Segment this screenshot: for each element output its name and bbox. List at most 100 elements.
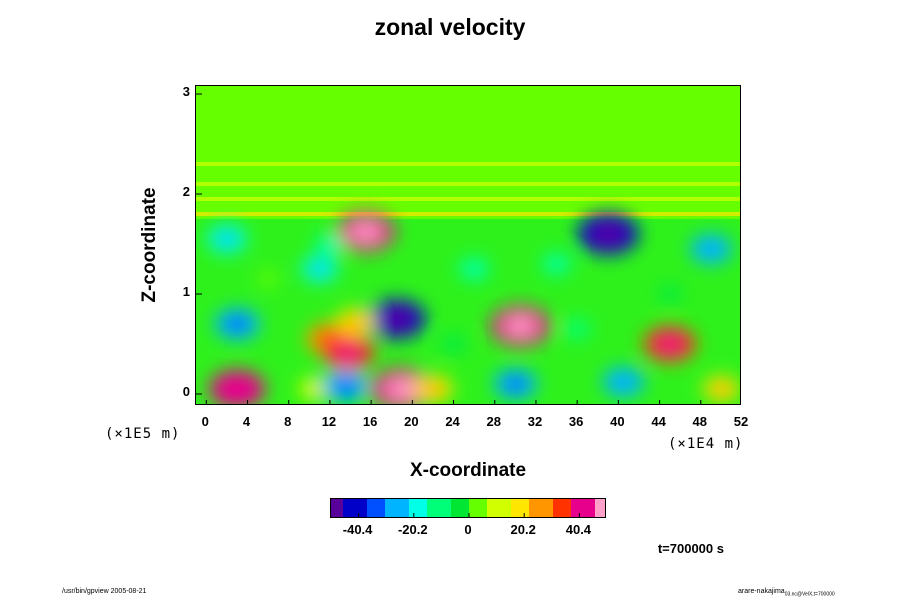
x-tick-label: 48 — [692, 414, 708, 429]
colorbar-segment-16 — [427, 499, 434, 517]
y-tick-label: 0 — [182, 384, 190, 399]
colorbar-segment-28 — [499, 499, 506, 517]
colorbar-segment-25 — [481, 499, 488, 517]
heatmap-core-13 — [311, 263, 329, 275]
x-tick-label: 28 — [486, 414, 501, 429]
colorbar-segment-9 — [385, 499, 392, 517]
colorbar-segment-6 — [367, 499, 374, 517]
heatmap-core-12 — [217, 232, 237, 246]
x-tick-label: 20 — [404, 414, 419, 429]
colorbar-segment-45 — [601, 499, 605, 517]
x-tick-label: 40 — [610, 414, 625, 429]
x-tick-label: 4 — [242, 414, 251, 429]
heatmap-core-1 — [223, 380, 252, 398]
colorbar-segment-8 — [379, 499, 386, 517]
footer-right-sub: 03.nc@VelX,t=700000 — [784, 591, 835, 598]
heatmap-core-16 — [613, 375, 634, 389]
x-tick-label: 24 — [445, 414, 460, 429]
heatmap-band-3 — [196, 162, 740, 166]
colorbar-segment-15 — [421, 499, 428, 517]
colorbar-segment-22 — [463, 499, 470, 517]
colorbar-segment-30 — [511, 499, 518, 517]
colorbar-segment-35 — [541, 499, 548, 517]
colorbar-segment-39 — [565, 499, 572, 517]
x-tick-label: 52 — [733, 414, 749, 429]
heatmap-lower-layer — [196, 219, 740, 404]
heatmap-core-5 — [423, 382, 443, 396]
footer-right-main: arare-nakajima — [738, 588, 785, 595]
colorbar-scale — [331, 499, 605, 517]
colorbar-segment-3 — [349, 499, 356, 517]
heatmap-core-26 — [264, 276, 273, 282]
footer-left: /usr/bin/gpview 2005-08-21 — [62, 588, 147, 595]
colorbar-segment-32 — [523, 499, 530, 517]
heatmap-core-10 — [351, 222, 381, 242]
heatmap-core-14 — [505, 316, 536, 336]
colorbar-segment-18 — [439, 499, 446, 517]
y-tick-label: 3 — [182, 84, 190, 99]
chart-title: zonal velocity — [374, 14, 526, 40]
heatmap-core-23 — [571, 324, 584, 334]
heatmap-core-3 — [333, 378, 357, 394]
x-tick-label: 8 — [284, 414, 292, 429]
colorbar-segment-34 — [535, 499, 542, 517]
colorbar-segment-44 — [595, 499, 602, 517]
colorbar-segment-4 — [355, 499, 362, 517]
heatmap-core-24 — [448, 340, 460, 348]
y-axis-label: Z-coordinate — [139, 187, 160, 303]
colorbar-segment-7 — [373, 499, 380, 517]
heatmap-band-2 — [196, 182, 740, 186]
heatmap-core-15 — [504, 377, 526, 391]
colorbar-segment-23 — [469, 499, 476, 517]
heatmap-core-4 — [386, 379, 418, 399]
heatmap-core-25 — [664, 290, 675, 298]
colorbar-segment-2 — [343, 499, 350, 517]
colorbar-segment-1 — [337, 499, 344, 517]
x-scale-note: (×1E4 m) — [668, 436, 744, 452]
x-axis-label: X-coordinate — [409, 460, 527, 481]
heatmap-band-0 — [196, 212, 740, 216]
colorbar-segment-42 — [583, 499, 590, 517]
heatmap-core-0 — [226, 316, 249, 332]
colorbar-segment-31 — [517, 499, 524, 517]
colorbar-segment-14 — [415, 499, 422, 517]
colorbar-segment-19 — [445, 499, 452, 517]
y-tick-label: 2 — [182, 184, 190, 199]
x-tick-label: 12 — [321, 414, 337, 429]
colorbar-segment-13 — [409, 499, 416, 517]
colorbar — [330, 498, 606, 518]
heatmap-core-11 — [322, 239, 337, 249]
colorbar-segment-24 — [475, 499, 482, 517]
heatmap-band-1 — [196, 197, 740, 201]
heatmap-core-8 — [335, 343, 362, 361]
colorbar-segment-17 — [433, 499, 440, 517]
colorbar-tick-label: 0 — [464, 522, 472, 537]
colorbar-segment-40 — [571, 499, 578, 517]
heatmap-core-21 — [466, 263, 482, 275]
heatmap-core-2 — [307, 384, 322, 394]
x-tick-label: 44 — [651, 414, 666, 429]
time-label: t=700000 s — [657, 541, 724, 556]
heatmap-core-19 — [701, 242, 722, 256]
heatmap-core-20 — [712, 383, 730, 395]
colorbar-segment-37 — [553, 499, 560, 517]
colorbar-segment-41 — [577, 499, 584, 517]
colorbar-segment-20 — [451, 499, 458, 517]
colorbar-segment-12 — [403, 499, 410, 517]
colorbar-segment-5 — [361, 499, 368, 517]
heatmap-core-17 — [592, 224, 624, 244]
colorbar-tick-label: -20.2 — [397, 522, 428, 537]
heatmap-core-22 — [549, 259, 564, 269]
colorbar-segment-27 — [493, 499, 500, 517]
colorbar-tick-label: -40.4 — [342, 522, 373, 537]
colorbar-segment-10 — [391, 499, 398, 517]
heatmap-core-9 — [346, 316, 365, 328]
colorbar-segment-11 — [397, 499, 404, 517]
colorbar-tick-label: 40.4 — [565, 522, 592, 537]
plot-area — [195, 85, 741, 405]
x-tick-label: 0 — [201, 414, 209, 429]
colorbar-segment-29 — [505, 499, 512, 517]
colorbar-segment-0 — [331, 499, 338, 517]
colorbar-segment-26 — [487, 499, 494, 517]
heatmap — [196, 86, 740, 404]
